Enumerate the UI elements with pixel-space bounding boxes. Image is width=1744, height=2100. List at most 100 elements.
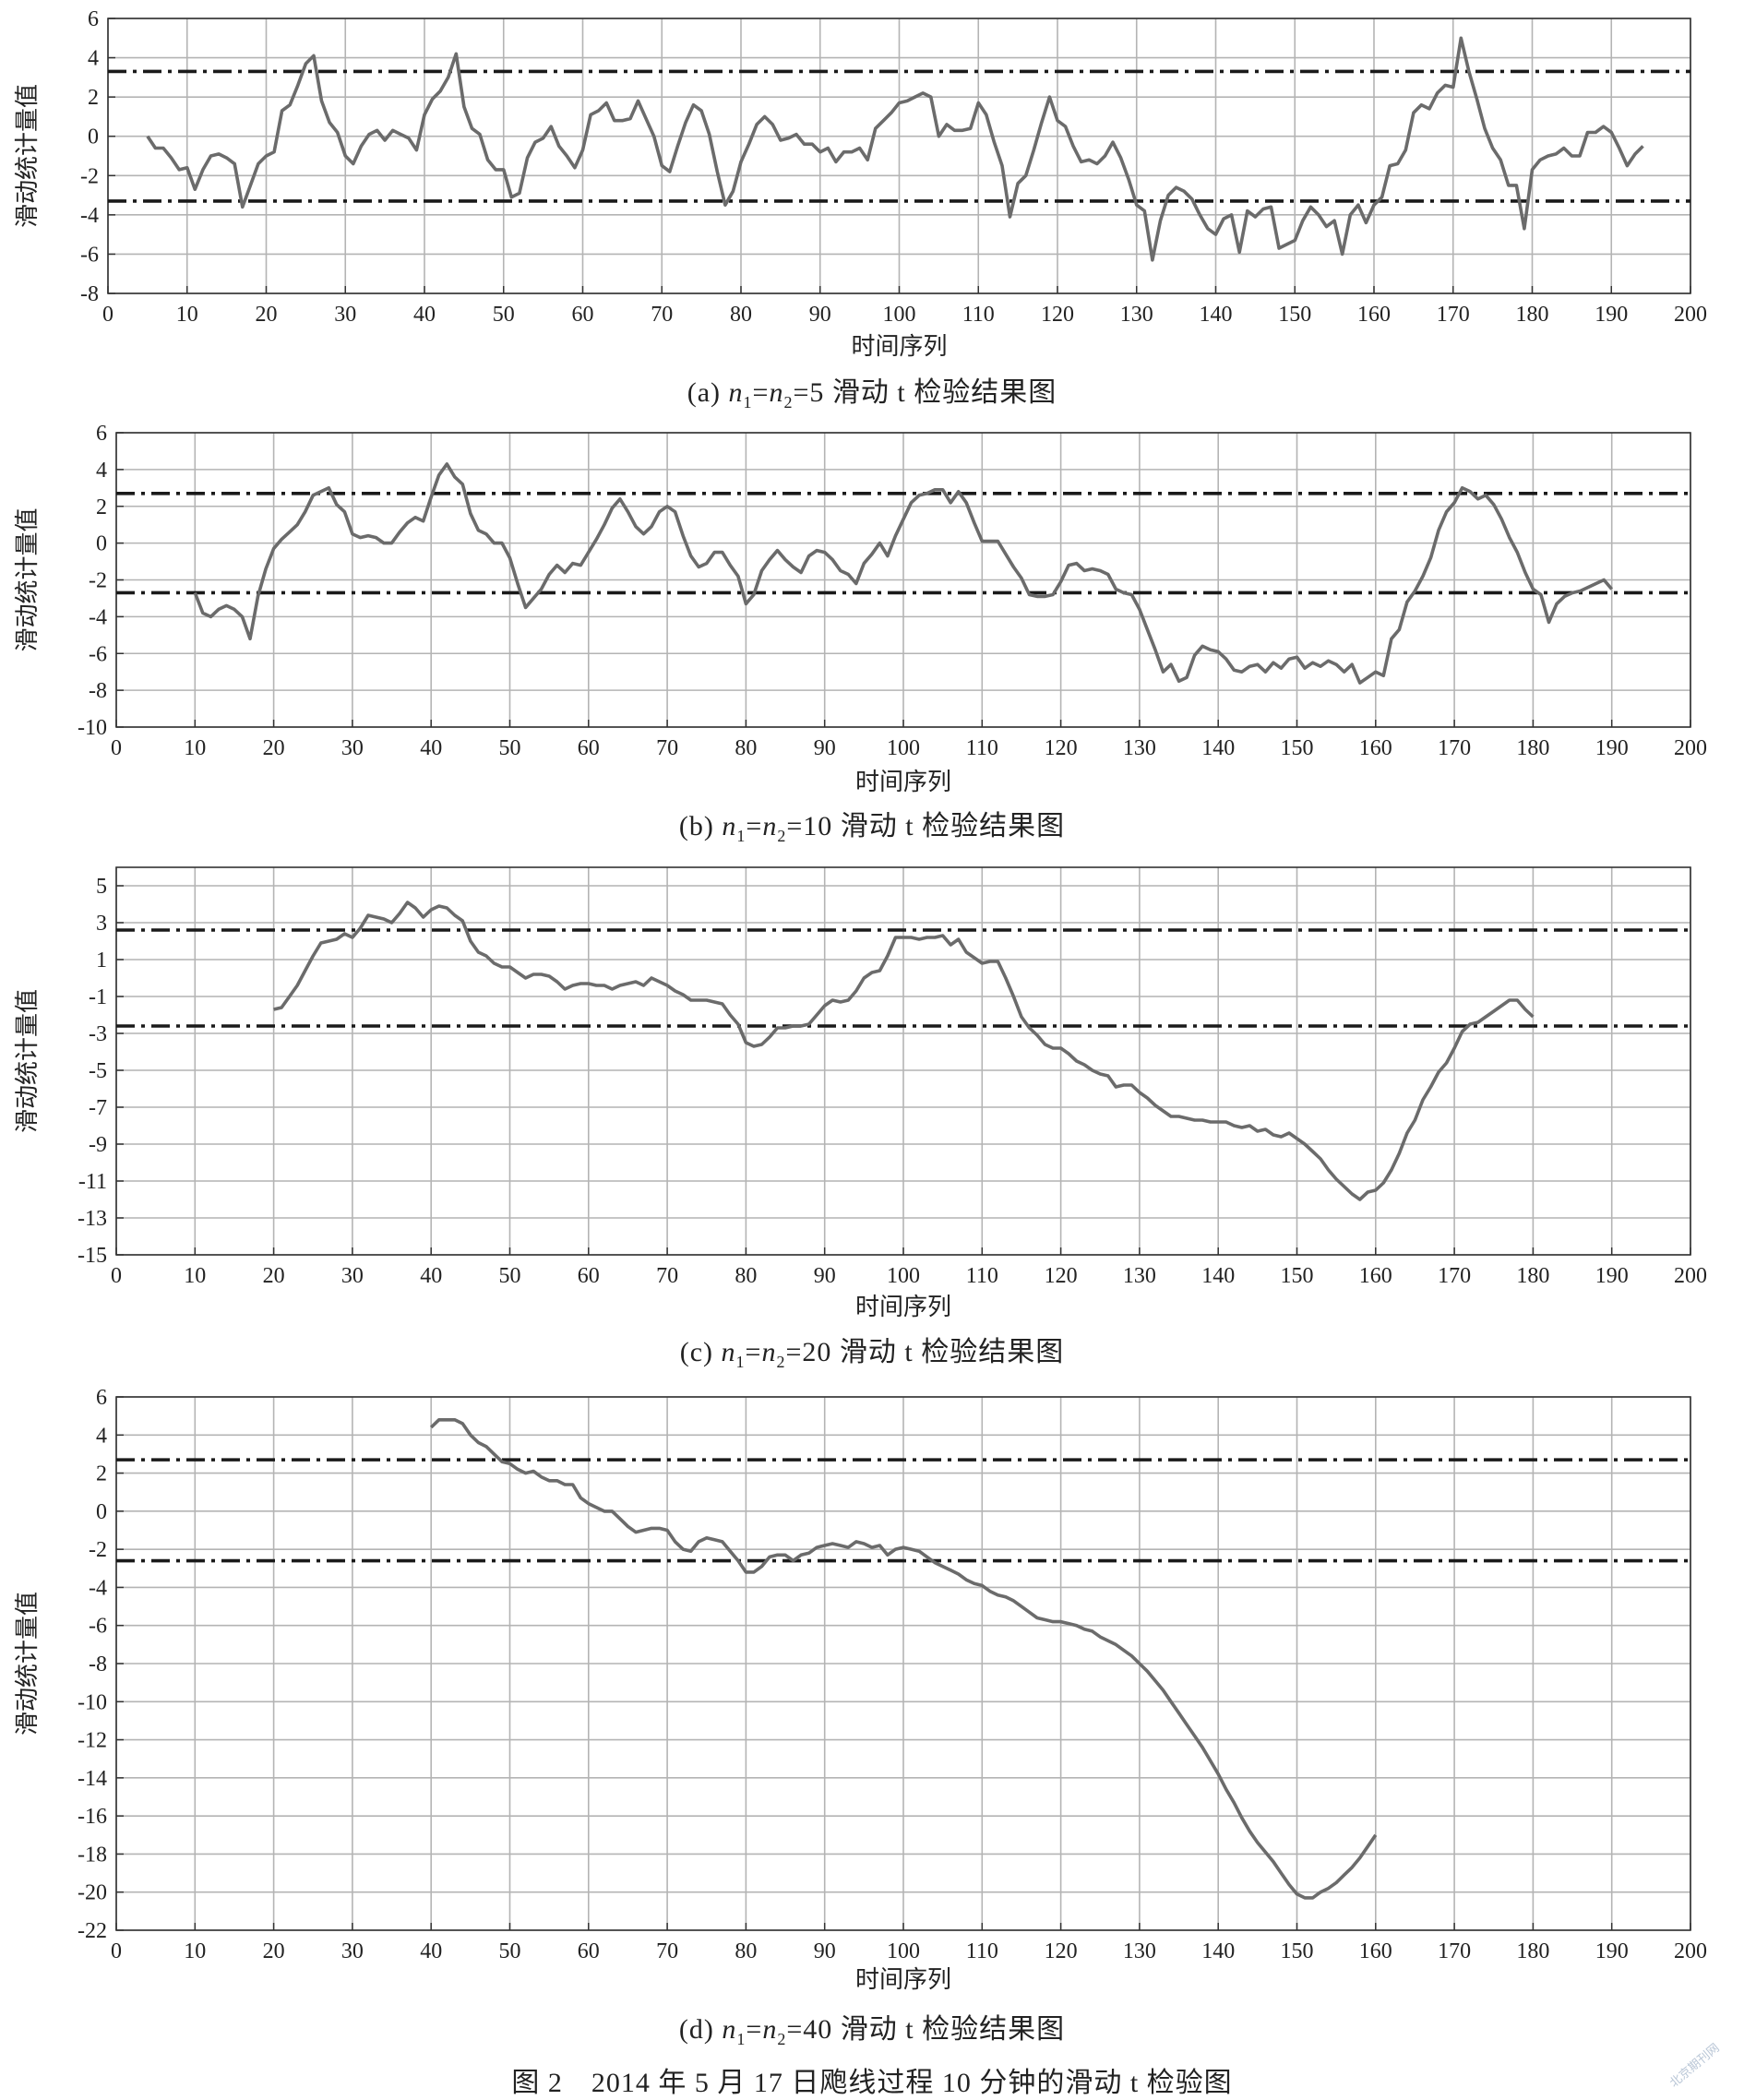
y-tick-label: -6 xyxy=(89,642,107,666)
x-tick-label: 130 xyxy=(1123,1264,1156,1288)
x-tick-label: 50 xyxy=(499,1264,521,1288)
x-tick-label: 100 xyxy=(887,1264,920,1288)
y-tick-label: -11 xyxy=(78,1170,107,1194)
y-tick-label: -20 xyxy=(78,1881,107,1905)
y-tick-label: -16 xyxy=(78,1805,107,1829)
x-tick-label: 110 xyxy=(966,1264,998,1288)
x-tick-label: 170 xyxy=(1438,1264,1471,1288)
x-tick-label: 60 xyxy=(572,303,594,327)
x-tick-label: 70 xyxy=(656,1264,678,1288)
x-tick-label: 80 xyxy=(735,736,757,760)
y-tick-label: -6 xyxy=(89,1615,107,1639)
y-tick-label: -2 xyxy=(89,1538,107,1562)
panel-caption-d: (d) n1=n2=40 滑动 t 检验结果图 xyxy=(678,2014,1066,2048)
y-axis-label: 滑动统计量值 xyxy=(14,84,42,228)
x-tick-label: 20 xyxy=(256,303,278,327)
x-tick-label: 20 xyxy=(263,1264,285,1288)
x-tick-label: 150 xyxy=(1281,736,1314,760)
chart-b: 0 10 20 30 40 50 60 70 80 90 100 110 120 130 140 150 160… xyxy=(14,423,1707,796)
window-size: 20 xyxy=(802,1337,832,1367)
y-tick-label: -1 xyxy=(89,985,107,1009)
series-line xyxy=(273,901,1535,1201)
panel-caption-c: (c) n1=n2=20 滑动 t 检验结果图 xyxy=(679,1337,1065,1371)
x-tick-label: 100 xyxy=(887,736,920,760)
x-tick-label: 160 xyxy=(1359,736,1392,760)
x-tick-label: 70 xyxy=(651,303,673,327)
series-line xyxy=(146,36,1644,262)
x-tick-label: 140 xyxy=(1201,736,1235,760)
x-tick-label: 120 xyxy=(1045,736,1078,760)
x-tick-label: 90 xyxy=(814,1939,836,1963)
x-tick-label: 30 xyxy=(341,736,364,760)
x-tick-label: 110 xyxy=(966,736,998,760)
y-tick-label: -8 xyxy=(89,1653,107,1676)
x-tick-label: 170 xyxy=(1438,1939,1471,1963)
y-tick-label: 2 xyxy=(96,495,107,519)
y-tick-label: -2 xyxy=(89,569,107,593)
x-tick-label: 120 xyxy=(1045,1939,1078,1963)
window-size: 5 xyxy=(809,377,825,408)
y-tick-label: 1 xyxy=(96,949,107,972)
y-tick-label: -15 xyxy=(78,1244,107,1268)
x-tick-label: 90 xyxy=(814,736,836,760)
y-tick-label: 2 xyxy=(88,86,99,110)
x-tick-label: 40 xyxy=(420,736,442,760)
x-tick-label: 50 xyxy=(499,736,521,760)
y-axis-label: 滑动统计量值 xyxy=(14,989,42,1133)
x-tick-label: 130 xyxy=(1123,736,1156,760)
x-tick-label: 120 xyxy=(1041,303,1074,327)
x-tick-label: 140 xyxy=(1201,1939,1235,1963)
y-tick-label: 0 xyxy=(88,125,99,149)
panel-b: 0 10 20 30 40 50 60 70 80 90 100 110 120 130 140 150 160… xyxy=(0,423,1744,849)
y-tick-label: -10 xyxy=(78,716,107,740)
x-tick-label: 20 xyxy=(263,1939,285,1963)
x-tick-label: 50 xyxy=(499,1939,521,1963)
x-tick-label: 30 xyxy=(334,303,356,327)
panel-caption-label: (b) xyxy=(678,811,714,841)
panel-caption-b: (b) n1=n2=10 滑动 t 检验结果图 xyxy=(678,811,1066,845)
x-tick-label: 100 xyxy=(887,1939,920,1963)
y-tick-label: 4 xyxy=(96,459,107,483)
x-tick-label: 160 xyxy=(1359,1939,1392,1963)
y-tick-label: -9 xyxy=(89,1133,107,1157)
x-tick-label: 200 xyxy=(1674,736,1707,760)
y-tick-label: -8 xyxy=(80,282,99,306)
x-axis-label: 时间序列 xyxy=(851,333,947,361)
x-axis-label: 时间序列 xyxy=(855,1294,951,1321)
window-size: 40 xyxy=(803,2014,833,2045)
panel-caption-text: 滑动 t 检验结果图 xyxy=(831,377,1057,408)
x-tick-label: 180 xyxy=(1516,736,1549,760)
x-tick-label: 50 xyxy=(493,303,515,327)
x-tick-label: 10 xyxy=(184,1939,206,1963)
x-tick-label: 0 xyxy=(102,303,113,327)
x-tick-label: 10 xyxy=(184,1264,206,1288)
y-tick-label: -10 xyxy=(78,1690,107,1714)
y-tick-label: -4 xyxy=(80,204,99,228)
y-tick-label: -8 xyxy=(89,679,107,703)
x-tick-label: 60 xyxy=(578,736,600,760)
panel-c: 0 10 20 30 40 50 60 70 80 90 100 110 120 130 140 150 160… xyxy=(0,849,1744,1378)
x-tick-label: 40 xyxy=(420,1939,442,1963)
gridlines xyxy=(115,1396,1691,1931)
ticks: 0 10 20 30 40 50 60 70 80 90 100 110 120 130 140 150 160… xyxy=(78,875,1707,1288)
x-tick-label: 110 xyxy=(966,1939,998,1963)
x-tick-label: 70 xyxy=(656,736,678,760)
x-tick-label: 30 xyxy=(341,1264,364,1288)
x-tick-label: 20 xyxy=(263,736,285,760)
x-tick-label: 40 xyxy=(420,1264,442,1288)
y-tick-label: 2 xyxy=(96,1462,107,1486)
x-tick-label: 30 xyxy=(341,1939,364,1963)
x-tick-label: 180 xyxy=(1516,1264,1549,1288)
panel-d: 0 10 20 30 40 50 60 70 80 90 100 110 120 130 140 150 160… xyxy=(0,1378,1744,2059)
y-tick-label: -5 xyxy=(89,1059,107,1083)
ticks: 0 10 20 30 40 50 60 70 80 90 100 110 120 130 140 150 160… xyxy=(80,7,1707,327)
x-tick-label: 40 xyxy=(413,303,436,327)
panel-caption-label: (d) xyxy=(678,2014,714,2045)
y-tick-label: -4 xyxy=(89,605,107,629)
y-tick-label: -4 xyxy=(89,1576,107,1600)
x-tick-label: 110 xyxy=(962,303,995,327)
x-tick-label: 0 xyxy=(111,1264,122,1288)
y-tick-label: 6 xyxy=(88,7,99,31)
y-tick-label: -3 xyxy=(89,1022,107,1046)
